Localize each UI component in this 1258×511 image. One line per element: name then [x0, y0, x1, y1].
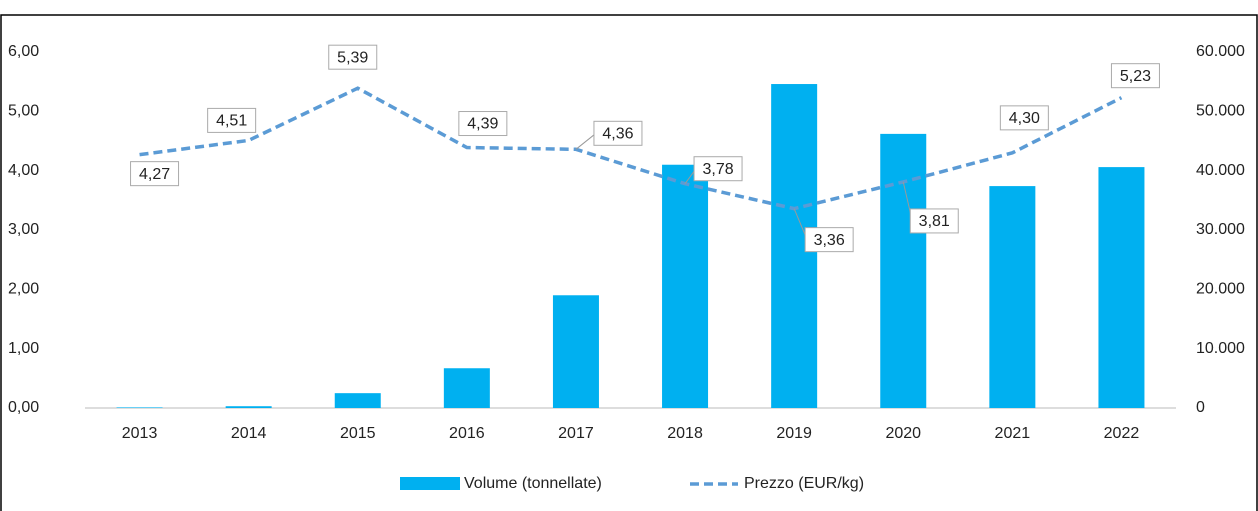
data-label: 5,39: [337, 49, 368, 66]
data-label: 4,30: [1009, 110, 1040, 127]
bar: [225, 406, 272, 408]
x-tick-label: 2021: [995, 425, 1031, 442]
x-tick-label: 2018: [667, 425, 703, 442]
y-tick-label: 2,00: [8, 281, 39, 298]
x-tick-label: 2020: [885, 425, 921, 442]
data-label: 4,27: [139, 166, 170, 183]
data-label: 4,51: [216, 113, 247, 130]
x-tick-label: 2013: [122, 425, 158, 442]
legend-label: Volume (tonnellate): [464, 475, 602, 492]
y2-tick-label: 40.000: [1196, 162, 1245, 179]
y-tick-label: 6,00: [8, 43, 39, 60]
data-label-box: [804, 227, 854, 253]
bar: [880, 133, 927, 408]
y2-tick-label: 30.000: [1196, 221, 1245, 238]
leader-line: [575, 132, 597, 150]
bar: [334, 393, 381, 408]
data-label: 4,36: [602, 126, 633, 143]
data-label: 3,81: [919, 213, 950, 230]
data-label-box: [693, 156, 743, 182]
data-label: 3,36: [814, 232, 845, 249]
frame: [0, 14, 1258, 511]
y2-tick-label: 20.000: [1196, 281, 1245, 298]
data-label-box: [1110, 63, 1160, 89]
x-tick-label: 2017: [558, 425, 594, 442]
x-tick-label: 2019: [776, 425, 812, 442]
y2-tick-label: 60.000: [1196, 43, 1245, 60]
y-tick-label: 1,00: [8, 340, 39, 357]
bar: [116, 407, 163, 408]
data-label: 5,23: [1120, 68, 1151, 85]
data-label-box: [207, 107, 257, 133]
line: [139, 86, 1123, 211]
x-tick-label: 2015: [340, 425, 376, 442]
x-tick-label: 2014: [231, 425, 267, 442]
y-tick-label: 0,00: [8, 399, 39, 416]
data-label-box: [130, 161, 180, 187]
x-tick-label: 2016: [449, 425, 485, 442]
bar: [989, 186, 1036, 408]
bar: [662, 164, 709, 408]
legend-swatch: [400, 477, 460, 490]
y2-tick-label: 50.000: [1196, 103, 1245, 120]
data-label-box: [909, 208, 959, 234]
y-tick-label: 3,00: [8, 221, 39, 238]
data-label: 3,78: [702, 161, 733, 178]
y2-tick-label: 10.000: [1196, 340, 1245, 357]
data-label-box: [328, 44, 378, 70]
y-tick-label: 5,00: [8, 103, 39, 120]
data-label-box: [593, 120, 643, 146]
bar: [443, 368, 490, 408]
bar: [1098, 167, 1145, 408]
bar: [552, 295, 599, 408]
y2-tick-label: 0: [1196, 399, 1205, 416]
data-label-box: [458, 111, 508, 137]
data-label-box: [999, 105, 1049, 131]
x-tick-label: 2022: [1104, 425, 1140, 442]
legend-label: Prezzo (EUR/kg): [744, 475, 864, 492]
data-label: 4,39: [467, 116, 498, 133]
y-tick-label: 4,00: [8, 162, 39, 179]
